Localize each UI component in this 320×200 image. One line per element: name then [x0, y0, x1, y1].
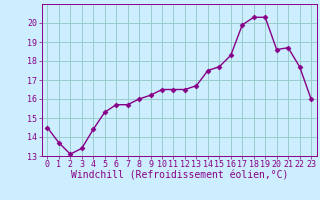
X-axis label: Windchill (Refroidissement éolien,°C): Windchill (Refroidissement éolien,°C)	[70, 171, 288, 181]
